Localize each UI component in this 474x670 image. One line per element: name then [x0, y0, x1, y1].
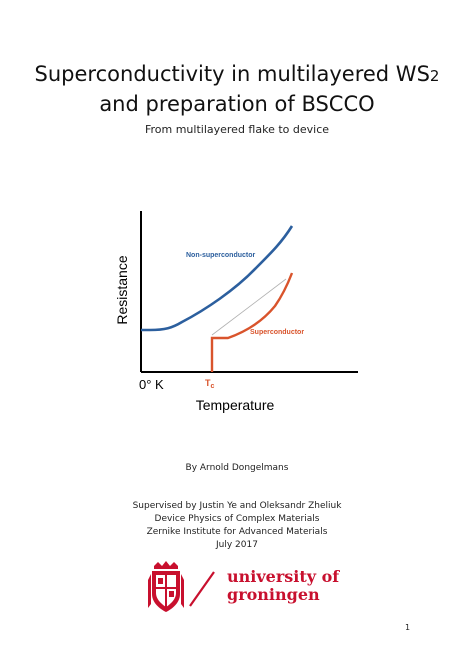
superconductor-curve — [210, 272, 294, 372]
university-name-line-2: groningen — [227, 585, 320, 604]
origin-label: 0° K — [139, 377, 164, 392]
supervisors: Supervised by Justin Ye and Oleksandr Zh… — [132, 501, 342, 511]
subtitle: From multilayered flake to device — [144, 123, 330, 136]
resistance-temperature-diagram: Non-superconductor Superconductor Resist… — [114, 211, 358, 413]
university-logo — [148, 560, 348, 615]
date: July 2017 — [216, 540, 258, 550]
coat-of-arms-icon — [148, 561, 215, 612]
institute: Zernike Institute for Advanced Materials — [146, 527, 328, 537]
curve-label-non-superconductor: Non-superconductor — [186, 252, 255, 259]
title-line-1: Superconductivity in multilayered WS2 — [34, 62, 440, 86]
page-number: 1 — [405, 623, 411, 632]
x-axis-label: Temperature — [196, 397, 275, 413]
tc-label: Tc — [205, 378, 215, 390]
author: By Arnold Dongelmans — [185, 463, 289, 473]
university-name-line-1: university of — [227, 567, 340, 586]
title-line-2: and preparation of BSCCO — [99, 92, 375, 116]
extrapolation-line — [211, 278, 287, 336]
y-axis-label: Resistance — [114, 255, 130, 324]
research-group: Device Physics of Complex Materials — [154, 514, 320, 524]
curve-label-superconductor: Superconductor — [250, 329, 304, 336]
non-superconductor-curve — [141, 225, 294, 332]
